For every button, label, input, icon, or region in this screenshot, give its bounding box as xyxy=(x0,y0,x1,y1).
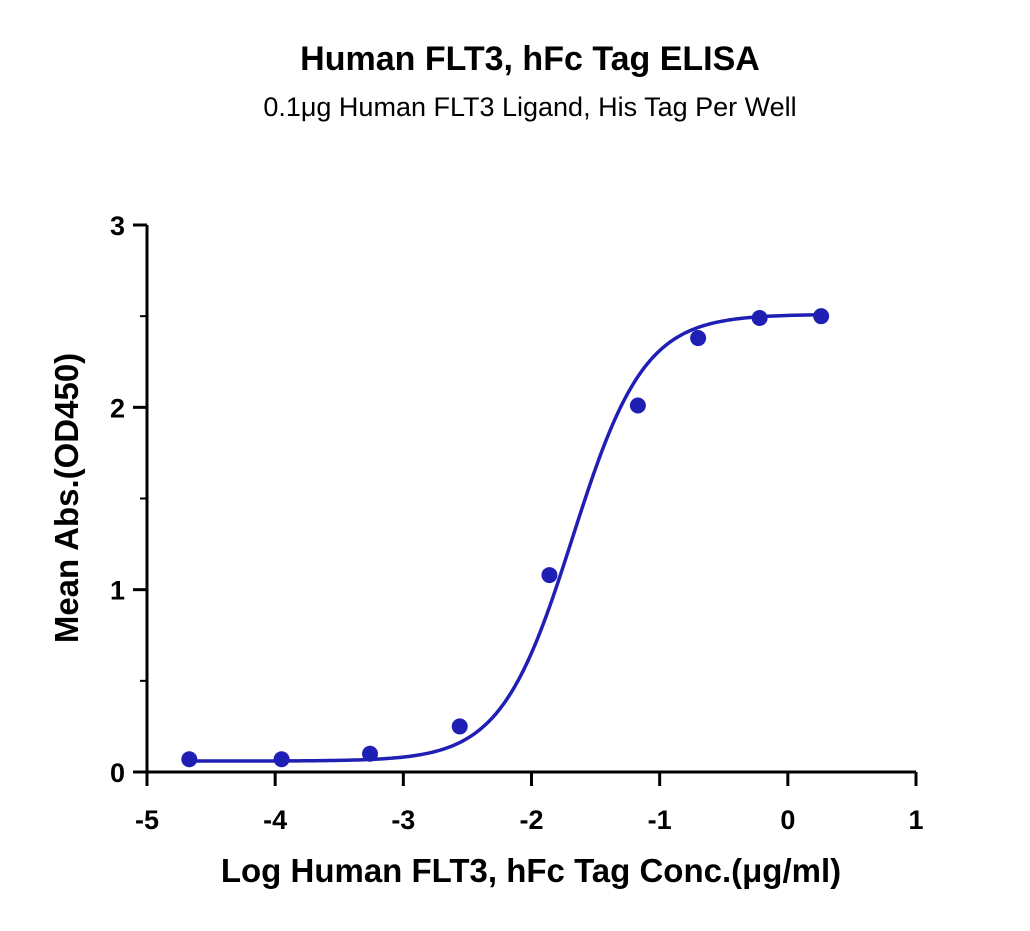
x-tick-label: -2 xyxy=(519,805,543,835)
y-tick-label: 0 xyxy=(110,758,125,788)
data-point xyxy=(690,330,707,347)
fit-curve xyxy=(189,313,822,763)
data-point xyxy=(629,397,646,414)
data-point xyxy=(451,718,468,735)
x-tick-label: -1 xyxy=(648,805,672,835)
fit-curve-layer xyxy=(189,313,822,763)
x-tick-label: 0 xyxy=(780,805,795,835)
chart-subtitle: 0.1μg Human FLT3 Ligand, His Tag Per Wel… xyxy=(263,92,797,122)
axes: -5 -4 -3 -2 -1 0 1 0 1 2 3 xyxy=(110,211,924,835)
x-tick-label: 1 xyxy=(908,805,923,835)
data-point xyxy=(751,309,768,326)
data-point xyxy=(541,567,558,584)
x-axis-title: Log Human FLT3, hFc Tag Conc.(μg/ml) xyxy=(221,852,841,889)
data-points-layer xyxy=(181,308,830,768)
data-point xyxy=(813,308,830,325)
x-tick-label: -5 xyxy=(135,805,159,835)
x-tick-label: -4 xyxy=(263,805,287,835)
data-point xyxy=(181,751,198,768)
y-tick-label: 2 xyxy=(110,393,125,423)
x-tick-label: -3 xyxy=(391,805,415,835)
y-tick-label: 1 xyxy=(110,576,125,606)
y-axis-title: Mean Abs.(OD450) xyxy=(48,353,85,643)
y-tick-label: 3 xyxy=(110,211,125,241)
data-point xyxy=(362,745,379,762)
data-point xyxy=(273,751,290,768)
chart-title: Human FLT3, hFc Tag ELISA xyxy=(300,40,760,78)
